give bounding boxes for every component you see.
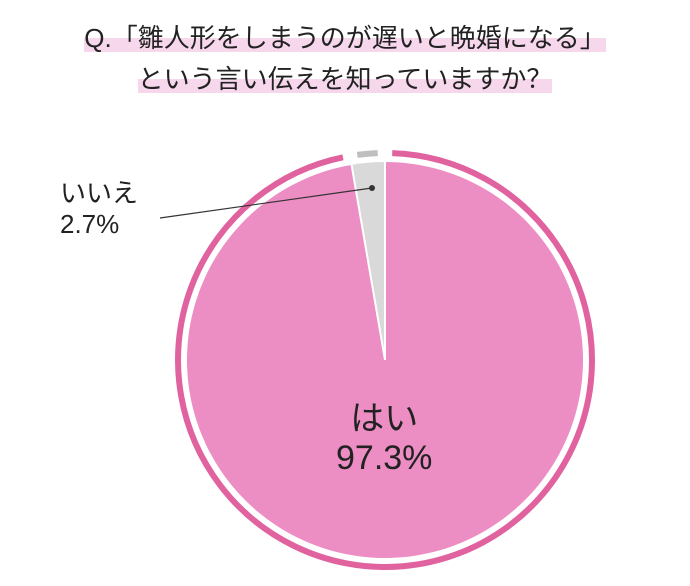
callout-label-no: いいえ 2.7% (60, 178, 138, 240)
pie-chart (0, 0, 690, 586)
no-label: いいえ (60, 178, 138, 209)
ring-arc-no (357, 153, 378, 155)
yes-label: はい (336, 400, 432, 439)
center-label-yes: はい 97.3% (336, 400, 432, 478)
no-pct: 2.7% (60, 209, 138, 240)
yes-pct: 97.3% (336, 439, 432, 478)
callout-dot (369, 185, 375, 191)
